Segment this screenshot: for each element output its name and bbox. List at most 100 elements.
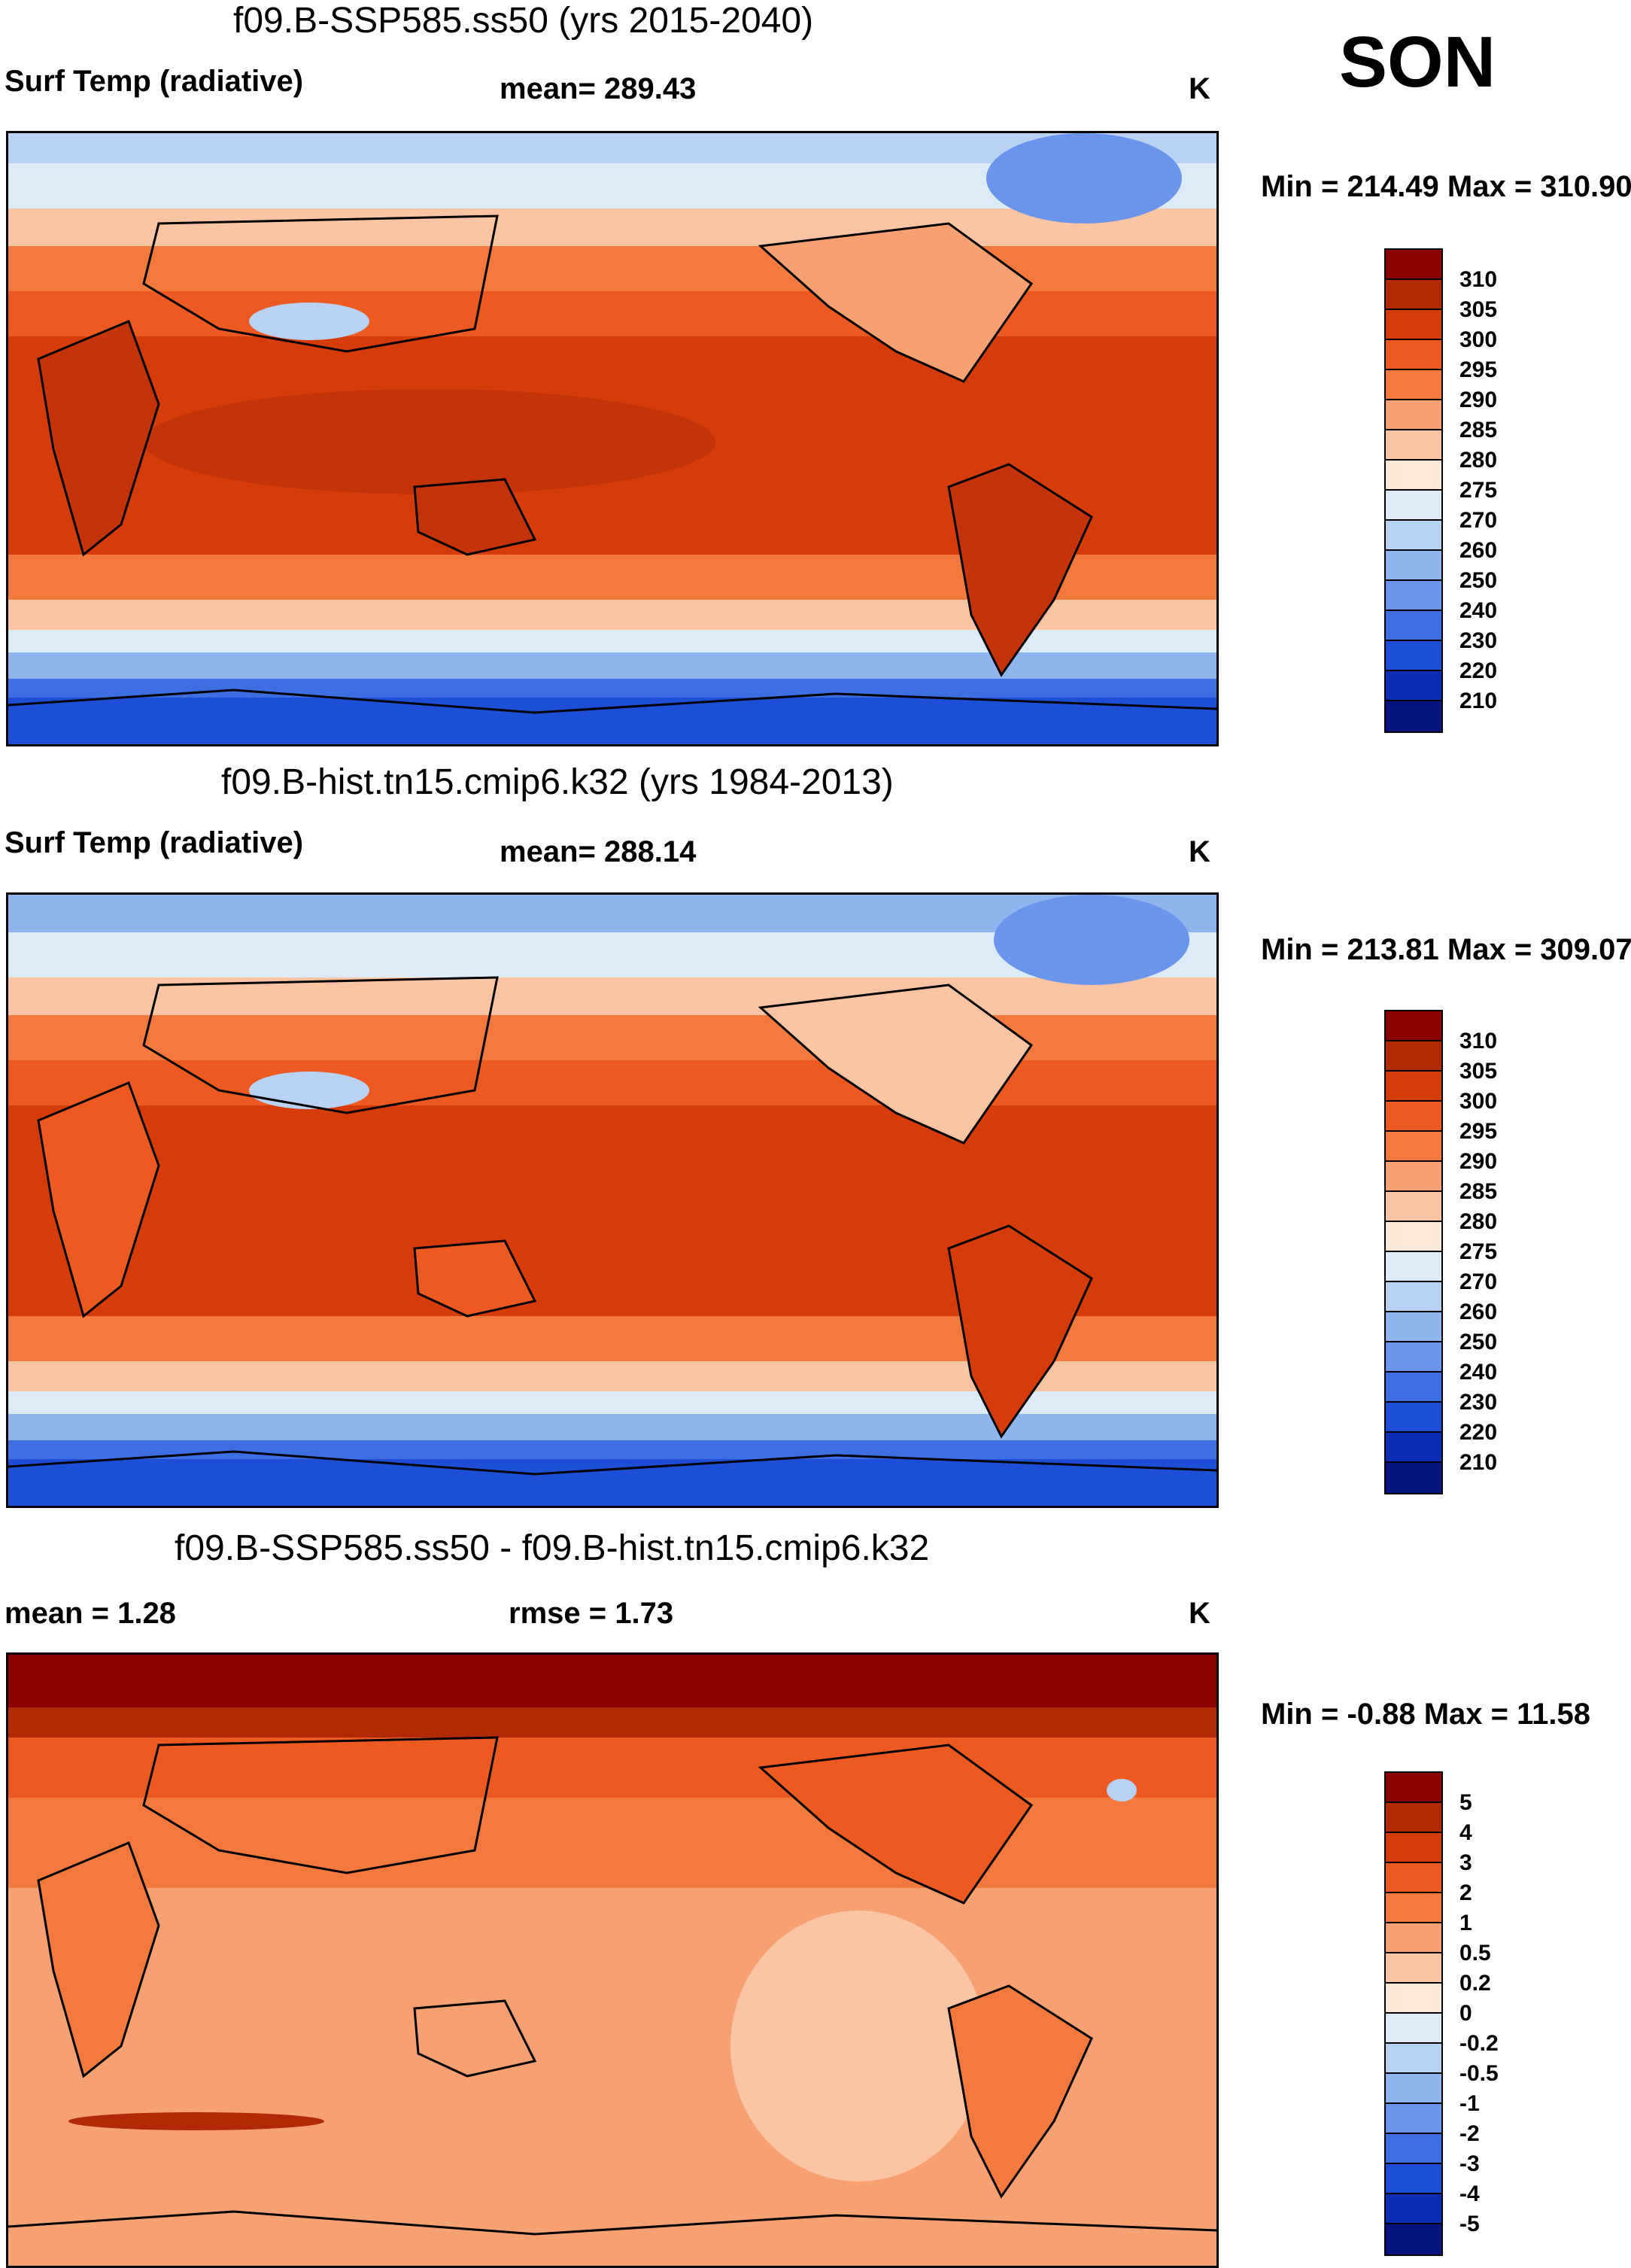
colorbar-tick-label: 210: [1459, 689, 1498, 713]
panel-2-minmax: Min = 213.81 Max = 309.07: [1261, 933, 1631, 966]
colorbar-tick-label: 250: [1459, 1330, 1498, 1354]
panel-3-colorbar: [1384, 1771, 1443, 2256]
colorbar-tick-label: -0.5: [1459, 2061, 1499, 2086]
colorbar-tick-label: -2: [1459, 2121, 1480, 2146]
north-mid-band: [8, 977, 1216, 1015]
north-mid-band: [8, 208, 1216, 246]
colorbar-swatch: [1386, 1041, 1441, 1072]
colorbar-tick-label: 290: [1459, 388, 1498, 412]
colorbar-swatch: [1386, 2074, 1441, 2104]
colorbar-swatch: [1386, 1893, 1441, 1923]
colorbar-swatch: [1386, 250, 1441, 280]
colorbar-swatch: [1386, 1252, 1441, 1282]
colorbar-swatch: [1386, 551, 1441, 581]
colorbar-swatch: [1386, 400, 1441, 430]
colorbar-tick-label: -0.2: [1459, 2031, 1499, 2056]
tibet-cold: [249, 1072, 369, 1109]
colorbar-tick-label: 285: [1459, 1179, 1498, 1204]
southern-ocean-band: [8, 652, 1216, 679]
colorbar-tick-label: -3: [1459, 2151, 1480, 2176]
colorbar-swatch: [1386, 1011, 1441, 1041]
eurasia-outline: [142, 1736, 499, 1874]
colorbar-swatch: [1386, 1162, 1441, 1192]
africa-outline: [37, 1841, 160, 2078]
north-atlantic-cool: [1107, 1779, 1137, 1801]
pacific-warm-core: [144, 389, 715, 494]
panel-3-map: [6, 1652, 1219, 2268]
eurasia-outline: [142, 214, 499, 353]
antarctic-edge: [8, 679, 1216, 698]
panel-2-title: f09.B-hist.tn15.cmip6.k32 (yrs 1984-2013…: [221, 762, 894, 802]
tibet-cold: [249, 303, 369, 340]
colorbar-swatch: [1386, 1102, 1441, 1132]
arctic-anomaly-2: [8, 1707, 1216, 1737]
antarctic-edge: [8, 1440, 1216, 1459]
eurasia-outline: [142, 976, 499, 1114]
colorbar-tick-label: 270: [1459, 508, 1498, 533]
colorbar-swatch: [1386, 2164, 1441, 2194]
south-cool-band: [8, 630, 1216, 652]
colorbar-tick-label: 295: [1459, 1119, 1498, 1144]
panel-1-colorbar: [1384, 248, 1443, 733]
colorbar-swatch: [1386, 461, 1441, 491]
colorbar-tick-label: 280: [1459, 448, 1498, 473]
colorbar-swatch: [1386, 370, 1441, 400]
colorbar-swatch: [1386, 611, 1441, 641]
colorbar-tick-label: 310: [1459, 267, 1498, 292]
colorbar-tick-label: 230: [1459, 1390, 1498, 1415]
colorbar-swatch: [1386, 1222, 1441, 1252]
north-sub-band: [8, 1060, 1216, 1105]
colorbar-tick-label: 260: [1459, 538, 1498, 563]
south-cool-band: [8, 1391, 1216, 1414]
colorbar-swatch: [1386, 1282, 1441, 1312]
colorbar-tick-label: 250: [1459, 568, 1498, 593]
colorbar-swatch: [1386, 701, 1441, 731]
colorbar-tick-label: 0.5: [1459, 1941, 1491, 1965]
colorbar-tick-label: 295: [1459, 357, 1498, 382]
colorbar-tick-label: 0.2: [1459, 1971, 1491, 1996]
colorbar-tick-label: 270: [1459, 1269, 1498, 1294]
colorbar-swatch: [1386, 521, 1441, 551]
colorbar-swatch: [1386, 340, 1441, 370]
panel-3-mean-label: mean = 1.28: [5, 1597, 176, 1630]
colorbar-swatch: [1386, 1373, 1441, 1403]
colorbar-tick-label: 305: [1459, 297, 1498, 322]
colorbar-tick-label: 280: [1459, 1209, 1498, 1234]
colorbar-swatch: [1386, 2134, 1441, 2164]
colorbar-tick-label: 2: [1459, 1880, 1472, 1905]
colorbar-tick-label: 240: [1459, 1360, 1498, 1385]
colorbar-tick-label: -4: [1459, 2181, 1480, 2206]
colorbar-tick-label: 5: [1459, 1790, 1472, 1815]
north-sub-band: [8, 291, 1216, 336]
colorbar-tick-label: 275: [1459, 478, 1498, 503]
colorbar-swatch: [1386, 1773, 1441, 1803]
antarctic-coast: [8, 2210, 1216, 2236]
colorbar-swatch: [1386, 280, 1441, 310]
panel-2-colorbar: [1384, 1010, 1443, 1494]
colorbar-swatch: [1386, 1192, 1441, 1222]
africa-outline: [37, 320, 160, 557]
colorbar-tick-label: 300: [1459, 1089, 1498, 1114]
colorbar-swatch: [1386, 1433, 1441, 1463]
colorbar-swatch: [1386, 2224, 1441, 2254]
panel-2-mean-label: mean= 288.14: [500, 835, 697, 868]
colorbar-swatch: [1386, 1863, 1441, 1893]
colorbar-swatch: [1386, 671, 1441, 701]
panel-1-minmax: Min = 214.49 Max = 310.90: [1261, 170, 1631, 203]
panel-1-title: f09.B-SSP585.ss50 (yrs 2015-2040): [233, 1, 814, 41]
north-warm-band: [8, 1015, 1216, 1060]
antarctica: [8, 1459, 1216, 1506]
colorbar-swatch: [1386, 310, 1441, 340]
colorbar-swatch: [1386, 1312, 1441, 1342]
north-warm-band: [8, 246, 1216, 291]
colorbar-swatch: [1386, 641, 1441, 671]
colorbar-tick-label: 220: [1459, 1420, 1498, 1445]
colorbar-tick-label: 220: [1459, 658, 1498, 683]
panel-3-title: f09.B-SSP585.ss50 - f09.B-hist.tn15.cmip…: [175, 1528, 930, 1568]
greenland: [986, 133, 1182, 223]
panel-1-mean-label: mean= 289.43: [500, 72, 697, 105]
colorbar-swatch: [1386, 1132, 1441, 1162]
south-america-outline: [947, 1984, 1093, 2199]
south-america-outline: [947, 463, 1093, 677]
colorbar-swatch: [1386, 1803, 1441, 1833]
